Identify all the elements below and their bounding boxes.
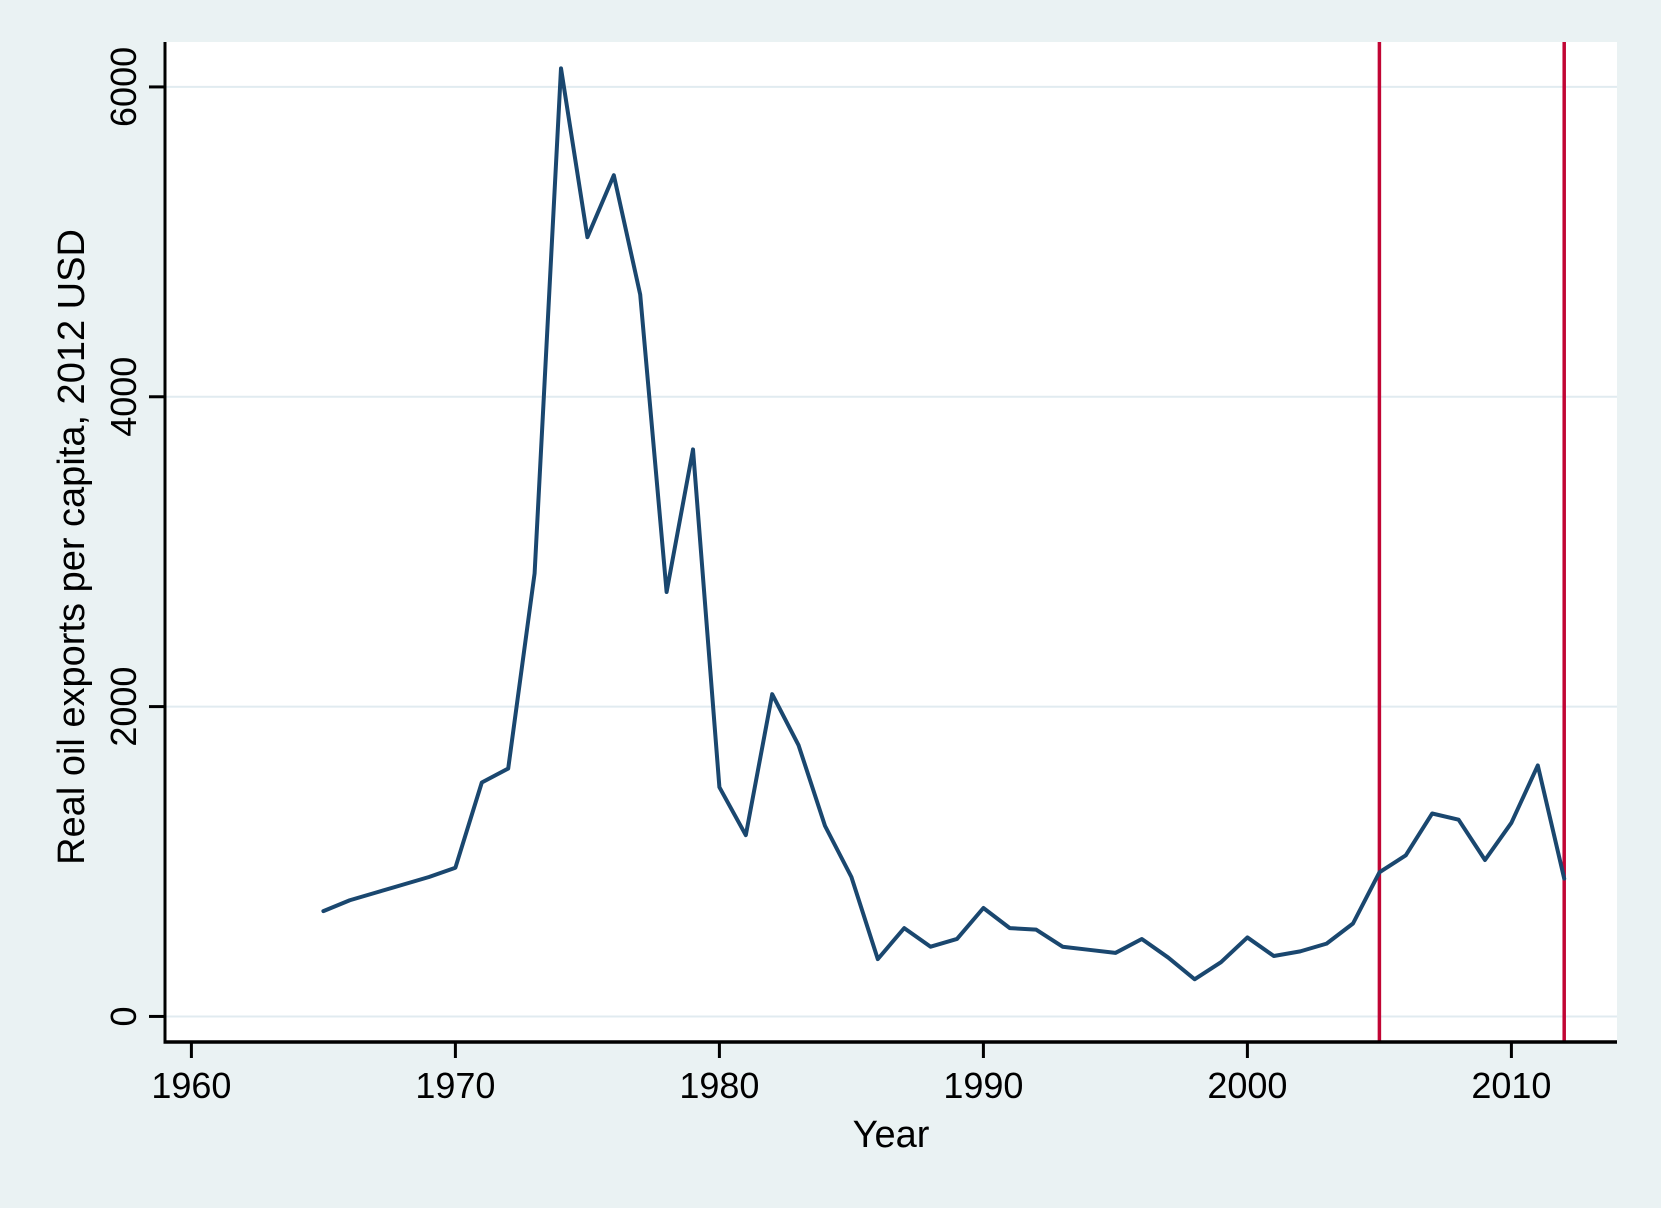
y-tick-label: 6000 bbox=[103, 47, 144, 127]
gridlines-group bbox=[165, 85, 1617, 1018]
series-group bbox=[321, 66, 1567, 982]
x-tick-label: 2010 bbox=[1471, 1065, 1551, 1106]
y-tick-label: 0 bbox=[103, 1006, 144, 1026]
y-tick-label: 4000 bbox=[103, 357, 144, 437]
x-tick-label: 1980 bbox=[679, 1065, 759, 1106]
x-tick-label: 2000 bbox=[1207, 1065, 1287, 1106]
oil-exports-series-line bbox=[321, 66, 1567, 982]
ticks-group: 0 2000 4000 6000 1960 1970 1980 1990 2000 2010 bbox=[103, 47, 1551, 1106]
y-axis-title: Real oil exports per capita, 2012 USD bbox=[51, 229, 93, 865]
x-tick-label: 1960 bbox=[151, 1065, 231, 1106]
y-tick-label: 2000 bbox=[103, 667, 144, 747]
x-tick-label: 1970 bbox=[415, 1065, 495, 1106]
x-tick-label: 1990 bbox=[943, 1065, 1023, 1106]
plot-area bbox=[165, 42, 1617, 1042]
x-axis-title: Year bbox=[853, 1114, 930, 1156]
